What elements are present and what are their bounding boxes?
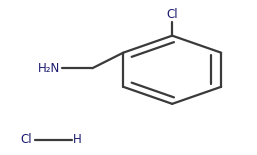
Text: H₂N: H₂N: [38, 62, 60, 75]
Text: H: H: [73, 133, 81, 146]
Text: Cl: Cl: [20, 133, 32, 146]
Text: Cl: Cl: [166, 8, 178, 21]
